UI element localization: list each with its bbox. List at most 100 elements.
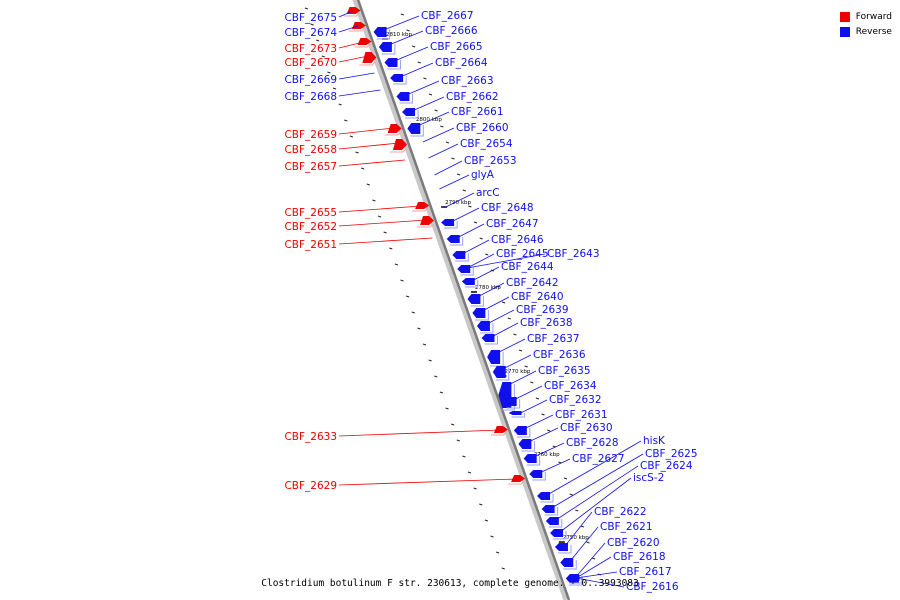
gene-label-cbf-2645[interactable]: CBF_2645 [496,248,549,260]
leader-line [502,354,532,370]
gene-label-cbf-2646[interactable]: CBF_2646 [491,234,544,246]
gene-label-cbf-2654[interactable]: CBF_2654 [460,138,513,150]
tick-dot [457,173,461,176]
gene-label-cbf-2668[interactable]: CBF_2668 [284,91,337,103]
gene-label-cbf-2635[interactable]: CBF_2635 [538,365,591,377]
gene-label-cbf-2643[interactable]: CBF_2643 [547,248,600,260]
gene-label-cbf-2625[interactable]: CBF_2625 [645,448,698,460]
gene-label-iscs-2[interactable]: iscS-2 [633,472,664,484]
gene-label-cbf-2634[interactable]: CBF_2634 [544,380,597,392]
leader-line [399,62,434,78]
gene-label-cbf-2632[interactable]: CBF_2632 [549,394,602,406]
leader-line [434,160,463,176]
tick-dot [332,87,337,90]
gene-label-cbf-2669[interactable]: CBF_2669 [284,74,337,86]
gene-label-cbf-2652[interactable]: CBF_2652 [284,221,337,233]
leader-line [496,338,526,354]
cbf-2628-feature [523,454,541,466]
tick-dot [400,13,405,16]
gene-label-cbf-2658[interactable]: CBF_2658 [284,144,337,156]
gene-label-cbf-2660[interactable]: CBF_2660 [456,122,509,134]
gene-label-cbf-2622[interactable]: CBF_2622 [594,506,647,518]
gene-label-glya[interactable]: glyA [471,169,495,181]
leader-line [450,207,480,223]
leader-line [486,309,515,325]
leader-line [491,322,519,338]
gene-label-cbf-2616[interactable]: CBF_2616 [626,581,679,593]
leader-line [338,72,375,80]
leader-line [422,127,455,143]
leader-line [462,239,490,255]
leader-line [338,142,400,150]
leader-line [546,440,642,496]
gene-label-cbf-2670[interactable]: CBF_2670 [284,57,337,69]
gene-label-cbf-2674[interactable]: CBF_2674 [284,27,337,39]
gene-label-cbf-2675[interactable]: CBF_2675 [284,12,337,24]
gene-label-cbf-2673[interactable]: CBF_2673 [284,43,337,55]
gene-label-cbf-2642[interactable]: CBF_2642 [506,277,559,289]
gene-label-cbf-2657[interactable]: CBF_2657 [284,161,337,173]
iscs-2-feature [550,529,567,540]
gene-label-cbf-2618[interactable]: CBF_2618 [613,551,666,563]
leader-line [394,46,429,62]
gene-label-cbf-2628[interactable]: CBF_2628 [566,437,619,449]
gene-label-cbf-2633[interactable]: CBF_2633 [284,431,337,443]
gene-label-cbf-2655[interactable]: CBF_2655 [284,207,337,219]
kbp-tick-label: 2760 kbp [534,452,560,458]
tick-dot [344,119,348,122]
cbf-2663-feature [396,92,413,104]
cbf-2621-feature [560,558,577,570]
leader-line [428,143,459,159]
gene-label-cbf-2638[interactable]: CBF_2638 [520,317,573,329]
leader-line [539,458,571,474]
tick-dot [394,263,399,266]
gene-label-cbf-2630[interactable]: CBF_2630 [560,422,613,434]
gene-label-arcc[interactable]: arcC [476,187,500,199]
tick-dot [383,231,387,234]
cbf-2648-feature [441,219,458,229]
gene-label-cbf-2620[interactable]: CBF_2620 [607,537,660,549]
gene-label-cbf-2640[interactable]: CBF_2640 [511,291,564,303]
cbf-2640-feature [472,308,489,321]
gene-label-cbf-2651[interactable]: CBF_2651 [284,239,337,251]
tick-dot [423,77,427,80]
gene-label-cbf-2617[interactable]: CBF_2617 [619,566,672,578]
cbf-2627-feature [529,470,546,481]
gene-label-cbf-2653[interactable]: CBF_2653 [464,155,517,167]
gene-label-cbf-2637[interactable]: CBF_2637 [527,333,580,345]
gene-label-cbf-2648[interactable]: CBF_2648 [481,202,534,214]
cbf-2662-feature [402,108,419,119]
gene-label-cbf-2644[interactable]: CBF_2644 [501,261,554,273]
gene-label-cbf-2631[interactable]: CBF_2631 [555,409,608,421]
gene-label-cbf-2627[interactable]: CBF_2627 [572,453,625,465]
tick-dot [495,551,500,554]
gene-label-cbf-2639[interactable]: CBF_2639 [516,304,569,316]
leader-line [518,399,548,415]
gene-label-cbf-2629[interactable]: CBF_2629 [284,480,337,492]
gene-label-cbf-2662[interactable]: CBF_2662 [446,91,499,103]
leader-line [338,25,358,33]
gene-label-cbf-2647[interactable]: CBF_2647 [486,218,539,230]
gene-label-cbf-2667[interactable]: CBF_2667 [421,10,474,22]
legend-reverse: Reverse [839,24,892,39]
gene-label-cbf-2624[interactable]: CBF_2624 [640,460,693,472]
gene-label-cbf-2636[interactable]: CBF_2636 [533,349,586,361]
gene-label-cbf-2621[interactable]: CBF_2621 [600,521,653,533]
cbf-2665-feature [384,58,401,70]
gene-label-hisk[interactable]: hisK [643,435,666,447]
leader-line [569,526,599,562]
cbf-2631-feature [513,426,531,438]
gene-label-cbf-2664[interactable]: CBF_2664 [435,57,488,69]
tick-dot [473,221,478,224]
cbf-2629-feature [508,475,526,485]
gene-label-cbf-2661[interactable]: CBF_2661 [451,106,504,118]
gene-label-cbf-2665[interactable]: CBF_2665 [430,41,483,53]
gene-label-cbf-2666[interactable]: CBF_2666 [425,25,478,37]
legend: Forward Reverse [839,9,892,39]
leader-line [338,41,364,49]
gene-label-cbf-2659[interactable]: CBF_2659 [284,129,337,141]
kbp-tick-label: 2770 kbp [505,369,531,375]
gene-label-cbf-2663[interactable]: CBF_2663 [441,75,494,87]
leader-line [338,205,422,213]
tick-dot [406,29,410,32]
